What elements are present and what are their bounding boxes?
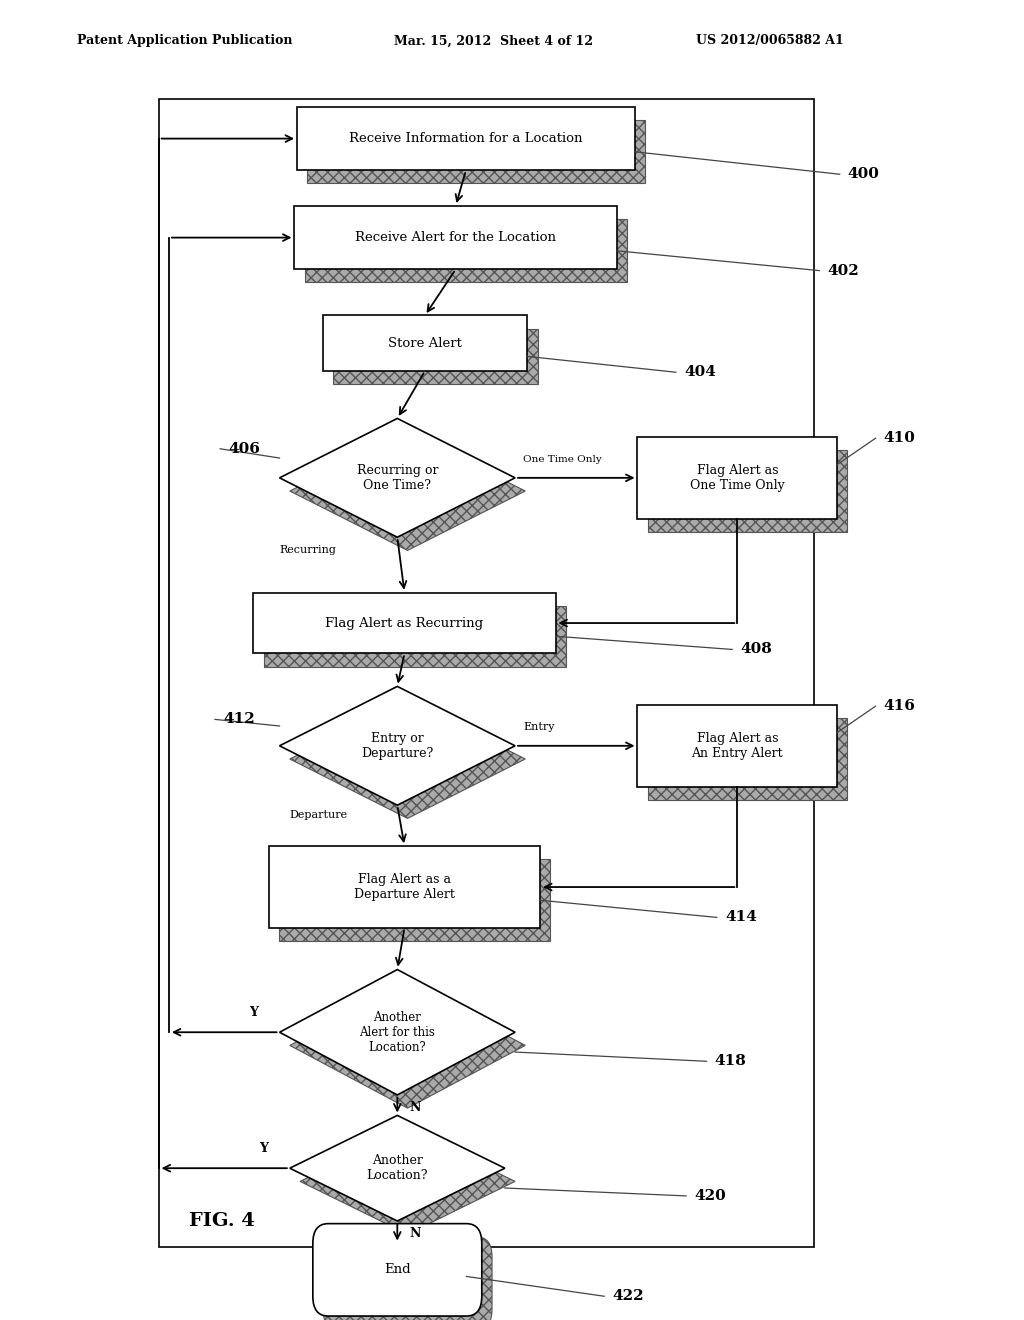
Text: Y: Y [249,1006,258,1019]
Text: 420: 420 [694,1189,726,1203]
FancyBboxPatch shape [268,846,541,928]
FancyBboxPatch shape [637,705,837,787]
Text: Another
Location?: Another Location? [367,1154,428,1183]
Text: Entry: Entry [523,722,555,733]
FancyBboxPatch shape [307,120,645,183]
Text: 418: 418 [715,1055,746,1068]
FancyBboxPatch shape [305,219,627,282]
Text: 422: 422 [612,1290,644,1303]
Text: 408: 408 [740,643,772,656]
Polygon shape [290,1115,505,1221]
Text: 412: 412 [223,713,255,726]
Text: 410: 410 [884,432,915,445]
FancyBboxPatch shape [313,1224,482,1316]
Polygon shape [280,686,515,805]
Text: 404: 404 [684,366,716,379]
Text: Recurring: Recurring [280,545,337,556]
Text: Store Alert: Store Alert [388,337,462,350]
FancyBboxPatch shape [264,606,565,667]
FancyBboxPatch shape [637,437,837,519]
Text: US 2012/0065882 A1: US 2012/0065882 A1 [696,34,844,48]
Text: Receive Information for a Location: Receive Information for a Location [349,132,583,145]
Polygon shape [290,432,525,550]
Text: Flag Alert as
One Time Only: Flag Alert as One Time Only [690,463,784,492]
Text: 414: 414 [725,911,757,924]
Text: Flag Alert as Recurring: Flag Alert as Recurring [326,616,483,630]
Text: N: N [410,1101,421,1114]
FancyBboxPatch shape [297,107,635,170]
Text: 406: 406 [228,442,260,455]
Polygon shape [280,969,515,1096]
Text: 416: 416 [884,700,915,713]
FancyBboxPatch shape [647,718,847,800]
Text: Another
Alert for this
Location?: Another Alert for this Location? [359,1011,435,1053]
Text: Mar. 15, 2012  Sheet 4 of 12: Mar. 15, 2012 Sheet 4 of 12 [394,34,593,48]
FancyBboxPatch shape [279,859,551,941]
Text: Entry or
Departure?: Entry or Departure? [361,731,433,760]
Text: 400: 400 [848,168,880,181]
Text: Flag Alert as a
Departure Alert: Flag Alert as a Departure Alert [354,873,455,902]
Polygon shape [300,1129,515,1234]
Text: 402: 402 [827,264,859,277]
Text: Flag Alert as
An Entry Alert: Flag Alert as An Entry Alert [691,731,783,760]
Text: FIG. 4: FIG. 4 [189,1212,255,1230]
Text: Departure: Departure [290,810,348,821]
Text: Recurring or
One Time?: Recurring or One Time? [356,463,438,492]
Text: Patent Application Publication: Patent Application Publication [77,34,292,48]
FancyBboxPatch shape [333,329,538,384]
Polygon shape [290,982,525,1109]
Text: N: N [410,1226,421,1239]
Text: Receive Alert for the Location: Receive Alert for the Location [355,231,556,244]
FancyBboxPatch shape [295,206,616,269]
Polygon shape [280,418,515,537]
Text: One Time Only: One Time Only [523,455,602,465]
Text: End: End [384,1263,411,1276]
FancyBboxPatch shape [647,450,847,532]
Polygon shape [290,700,525,818]
FancyBboxPatch shape [254,593,555,653]
Text: Y: Y [259,1142,268,1155]
FancyBboxPatch shape [324,1237,493,1320]
FancyBboxPatch shape [323,315,527,371]
